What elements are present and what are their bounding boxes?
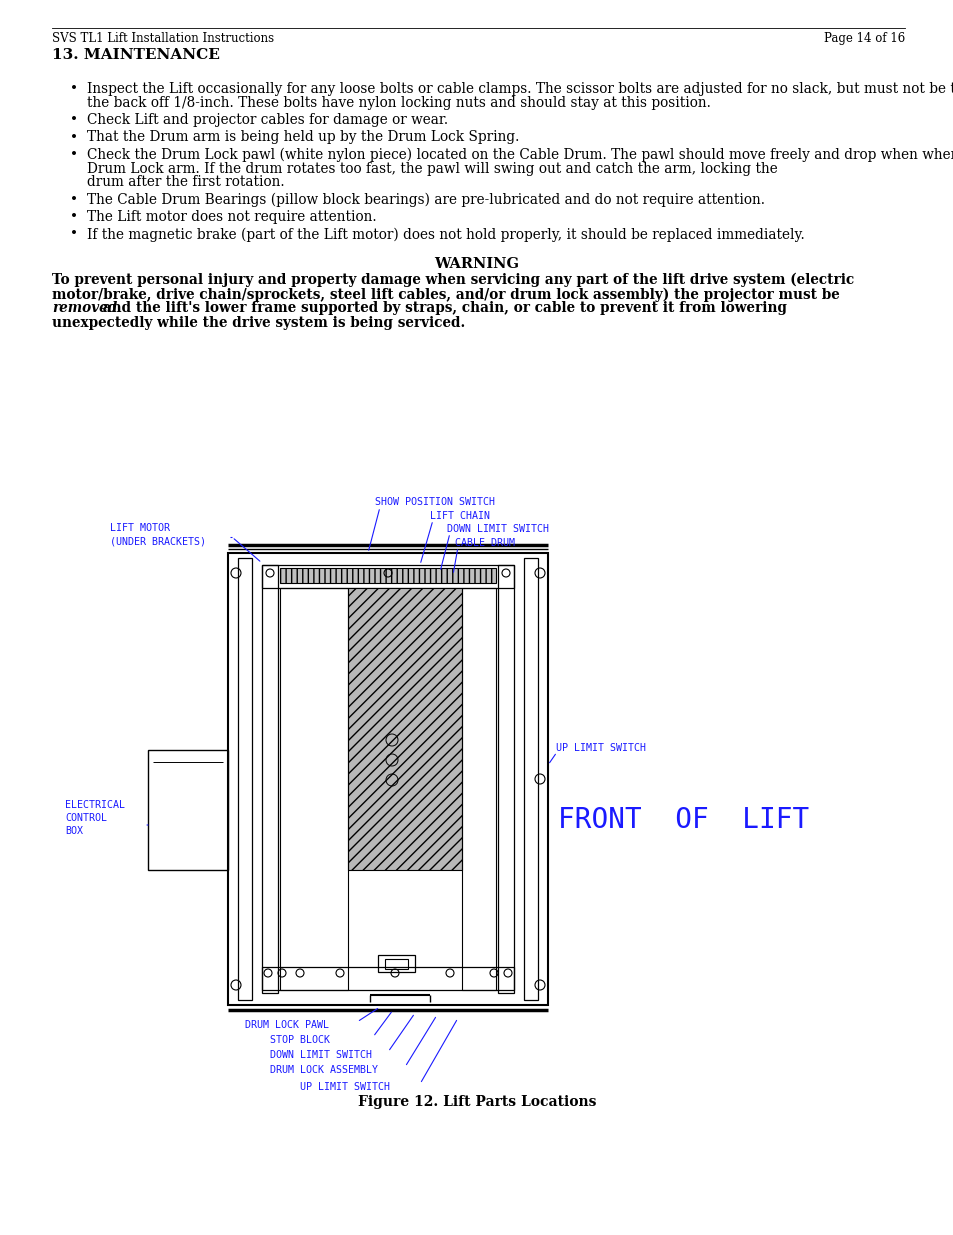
Text: DRUM LOCK PAWL: DRUM LOCK PAWL bbox=[245, 1020, 329, 1030]
Text: Inspect the Lift occasionally for any loose bolts or cable clamps. The scissor b: Inspect the Lift occasionally for any lo… bbox=[87, 82, 953, 96]
Text: The Cable Drum Bearings (pillow block bearings) are pre-lubricated and do not re: The Cable Drum Bearings (pillow block be… bbox=[87, 193, 764, 207]
Text: and the lift's lower frame supported by straps, chain, or cable to prevent it fr: and the lift's lower frame supported by … bbox=[98, 301, 786, 315]
Text: ELECTRICAL: ELECTRICAL bbox=[65, 800, 125, 810]
Text: If the magnetic brake (part of the Lift motor) does not hold properly, it should: If the magnetic brake (part of the Lift … bbox=[87, 227, 804, 242]
Bar bbox=[280, 568, 496, 583]
Text: LIFT MOTOR: LIFT MOTOR bbox=[110, 522, 170, 534]
Text: the back off 1/8-inch. These bolts have nylon locking nuts and should stay at th: the back off 1/8-inch. These bolts have … bbox=[87, 95, 710, 110]
Text: unexpectedly while the drive system is being serviced.: unexpectedly while the drive system is b… bbox=[52, 316, 465, 330]
Text: drum after the first rotation.: drum after the first rotation. bbox=[87, 175, 284, 189]
Text: •: • bbox=[70, 112, 78, 127]
Bar bbox=[237, 558, 252, 1000]
Bar bbox=[148, 750, 228, 869]
Text: Check the Drum Lock pawl (white nylon piece) located on the Cable Drum. The pawl: Check the Drum Lock pawl (white nylon pi… bbox=[87, 148, 953, 162]
Text: DOWN LIMIT SWITCH: DOWN LIMIT SWITCH bbox=[270, 1050, 372, 1060]
Text: DRUM LOCK ASSEMBLY: DRUM LOCK ASSEMBLY bbox=[270, 1065, 377, 1074]
Bar bbox=[228, 553, 547, 1005]
Bar bbox=[461, 588, 496, 990]
Text: FRONT  OF  LIFT: FRONT OF LIFT bbox=[558, 806, 808, 834]
Bar bbox=[280, 588, 348, 990]
Bar bbox=[523, 558, 537, 1000]
Text: CONTROL: CONTROL bbox=[65, 813, 107, 823]
Text: To prevent personal injury and property damage when servicing any part of the li: To prevent personal injury and property … bbox=[52, 273, 853, 288]
Text: Check Lift and projector cables for damage or wear.: Check Lift and projector cables for dama… bbox=[87, 112, 448, 127]
Text: DOWN LIMIT SWITCH: DOWN LIMIT SWITCH bbox=[447, 524, 548, 534]
Text: (UNDER BRACKETS): (UNDER BRACKETS) bbox=[110, 537, 206, 547]
Text: UP LIMIT SWITCH: UP LIMIT SWITCH bbox=[299, 1082, 390, 1092]
Text: BOX: BOX bbox=[65, 826, 83, 836]
Text: •: • bbox=[70, 193, 78, 206]
Bar bbox=[497, 564, 514, 993]
Bar bbox=[377, 955, 415, 972]
Text: WARNING: WARNING bbox=[434, 257, 519, 270]
Text: •: • bbox=[70, 148, 78, 162]
Text: STOP BLOCK: STOP BLOCK bbox=[270, 1035, 330, 1045]
Text: Figure 12. Lift Parts Locations: Figure 12. Lift Parts Locations bbox=[357, 1095, 596, 1109]
Text: Page 14 of 16: Page 14 of 16 bbox=[822, 32, 904, 44]
Text: •: • bbox=[70, 227, 78, 242]
Text: SHOW POSITION SWITCH: SHOW POSITION SWITCH bbox=[375, 496, 495, 508]
Text: •: • bbox=[70, 131, 78, 144]
Text: removed: removed bbox=[52, 301, 117, 315]
Text: 13. MAINTENANCE: 13. MAINTENANCE bbox=[52, 48, 219, 62]
Text: CABLE DRUM: CABLE DRUM bbox=[455, 538, 515, 548]
Text: SVS TL1 Lift Installation Instructions: SVS TL1 Lift Installation Instructions bbox=[52, 32, 274, 44]
Bar bbox=[262, 564, 277, 993]
Bar bbox=[262, 967, 514, 990]
Text: •: • bbox=[70, 210, 78, 224]
Text: motor/brake, drive chain/sprockets, steel lift cables, and/or drum lock assembly: motor/brake, drive chain/sprockets, stee… bbox=[52, 288, 839, 301]
Text: •: • bbox=[70, 82, 78, 96]
Bar bbox=[385, 960, 408, 969]
Bar bbox=[262, 564, 514, 588]
Text: The Lift motor does not require attention.: The Lift motor does not require attentio… bbox=[87, 210, 376, 224]
Text: LIFT CHAIN: LIFT CHAIN bbox=[430, 511, 490, 521]
Text: Drum Lock arm. If the drum rotates too fast, the pawl will swing out and catch t: Drum Lock arm. If the drum rotates too f… bbox=[87, 162, 777, 175]
Bar bbox=[348, 588, 461, 869]
Text: UP LIMIT SWITCH: UP LIMIT SWITCH bbox=[556, 743, 645, 753]
Text: That the Drum arm is being held up by the Drum Lock Spring.: That the Drum arm is being held up by th… bbox=[87, 131, 518, 144]
